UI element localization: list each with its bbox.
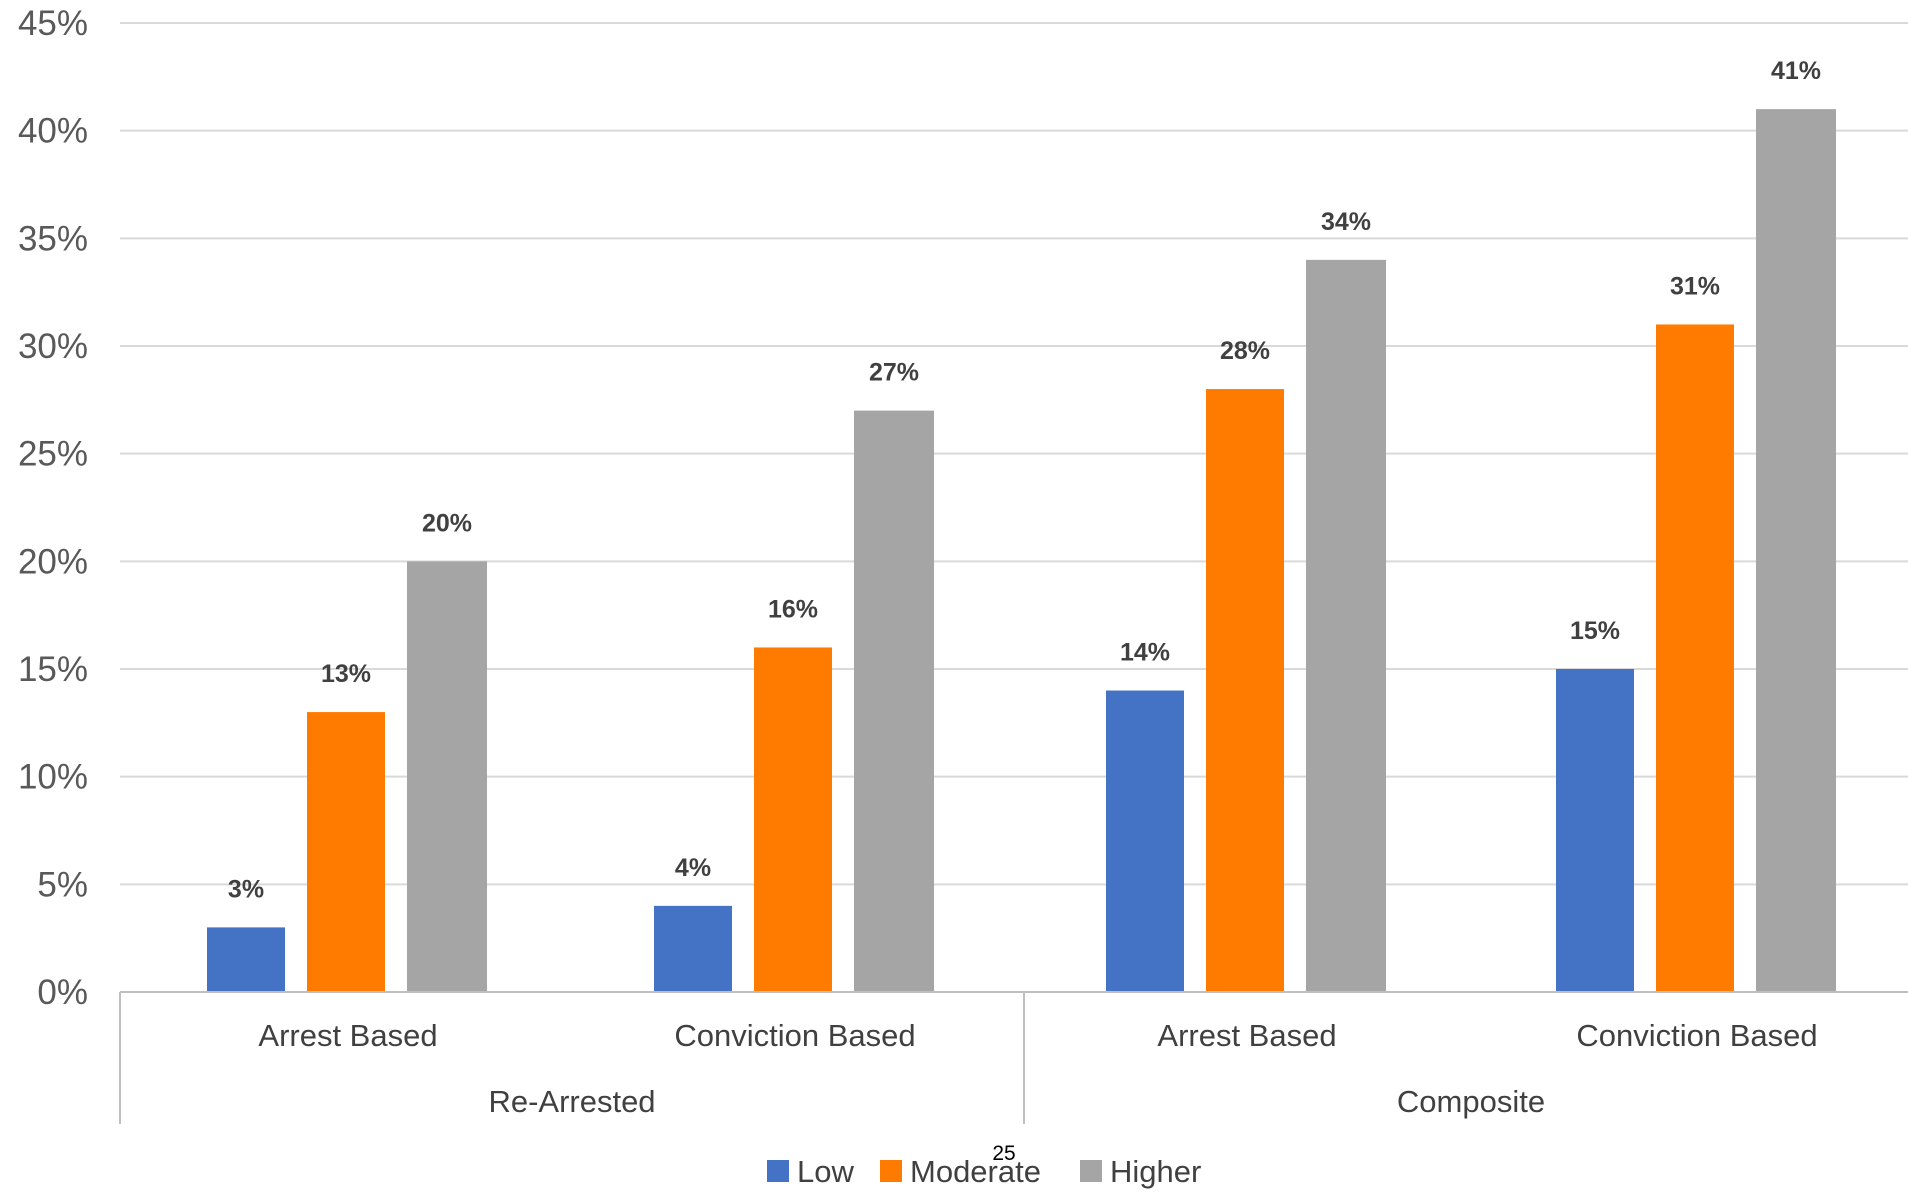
bar-higher [1306, 259, 1386, 992]
data-label: 13% [321, 660, 371, 688]
legend-label-higher: Higher [1110, 1154, 1201, 1189]
y-tick-label: 45% [18, 4, 88, 43]
y-tick-label: 35% [18, 219, 88, 258]
x-axis: Arrest Based Conviction Based Arrest Based… [119, 991, 1908, 1124]
y-tick-label: 30% [18, 327, 88, 366]
legend-label-low: Low [797, 1154, 854, 1189]
bar-low [1556, 669, 1634, 992]
page-number: 25 [992, 1142, 1015, 1165]
bar-higher [1756, 109, 1836, 993]
y-tick-label: 25% [18, 435, 88, 474]
data-label: 14% [1120, 639, 1170, 667]
data-labels: 3% 13% 20% 4% 16% 27% 14% 28% 34% 15% 31% 41% [228, 57, 1821, 903]
data-label: 4% [675, 854, 711, 882]
x-category-label: Arrest Based [1157, 1018, 1336, 1053]
legend: Low Moderate Higher [767, 1154, 1201, 1189]
bar-higher [407, 561, 487, 992]
bar-higher [854, 410, 934, 993]
bar-low [207, 927, 285, 992]
data-label: 27% [869, 359, 919, 387]
data-label: 34% [1321, 208, 1371, 236]
legend-swatch-moderate [880, 1160, 902, 1182]
gridlines [120, 22, 1908, 886]
bar-moderate [754, 647, 832, 992]
data-label: 20% [422, 509, 472, 537]
x-group-label: Re-Arrested [488, 1084, 655, 1119]
bar-moderate [1206, 389, 1284, 993]
x-category-label: Arrest Based [258, 1018, 437, 1053]
legend-label-moderate: Moderate [910, 1154, 1041, 1189]
legend-swatch-low [767, 1160, 789, 1182]
y-tick-label: 10% [18, 758, 88, 797]
x-group-label: Composite [1397, 1084, 1545, 1119]
bar-moderate [307, 712, 385, 992]
x-category-label: Conviction Based [674, 1018, 915, 1053]
bar-moderate [1656, 324, 1734, 992]
y-tick-label: 15% [18, 650, 88, 689]
bar-low [1106, 690, 1184, 992]
y-tick-label: 5% [37, 865, 88, 904]
x-category-label: Conviction Based [1576, 1018, 1817, 1053]
y-axis-ticks: 0% 5% 10% 15% 20% 25% 30% 35% 40% 45% [18, 4, 88, 1012]
y-tick-label: 0% [37, 973, 88, 1012]
y-tick-label: 20% [18, 542, 88, 581]
bars [207, 109, 1836, 993]
data-label: 15% [1570, 617, 1620, 645]
data-label: 28% [1220, 337, 1270, 365]
y-tick-label: 40% [18, 112, 88, 151]
data-label: 31% [1670, 272, 1720, 300]
data-label: 3% [228, 875, 264, 903]
data-label: 41% [1771, 57, 1821, 85]
data-label: 16% [768, 595, 818, 623]
legend-swatch-higher [1080, 1160, 1102, 1182]
bar-low [654, 905, 732, 992]
